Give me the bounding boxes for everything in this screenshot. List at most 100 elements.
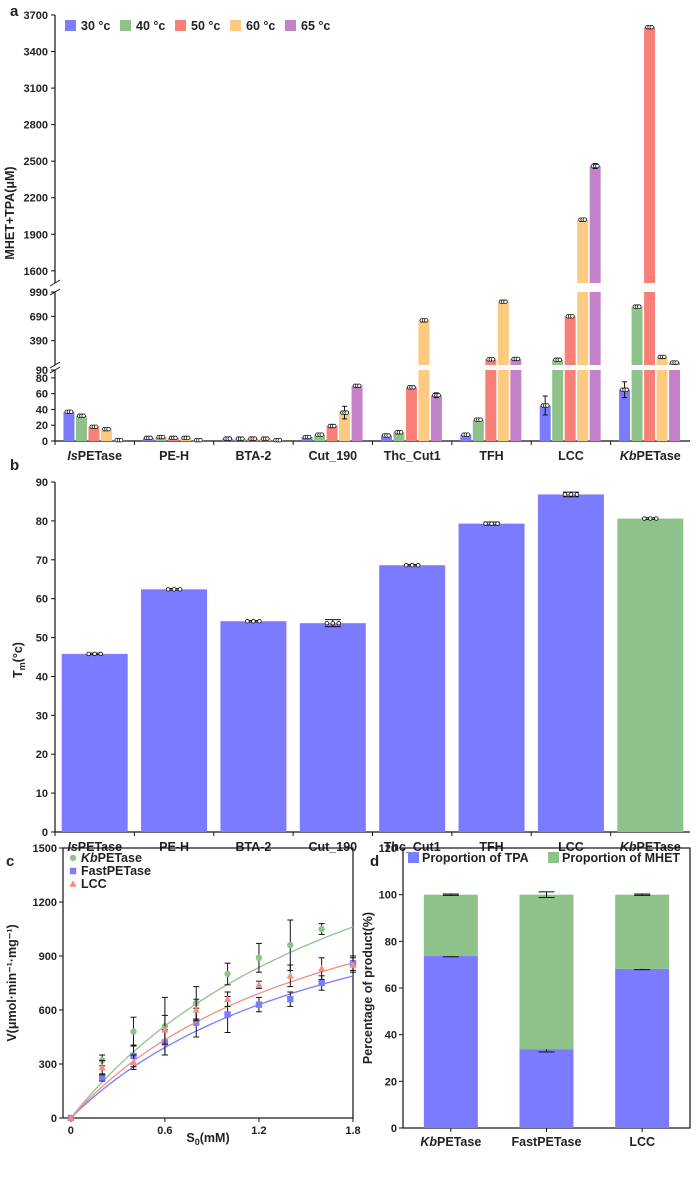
data-point	[255, 954, 263, 961]
bar	[88, 426, 100, 441]
replicate-point-2	[654, 516, 659, 521]
stacked-bar	[615, 968, 670, 1128]
replicate-point-0	[324, 620, 330, 626]
bar	[299, 623, 366, 832]
bar	[220, 621, 287, 832]
x-tick-label-rest: LCC	[629, 1135, 655, 1149]
x-tick-label-rest: PETase	[637, 840, 681, 854]
replicate-point-2	[515, 356, 521, 362]
x-tick-label: LCC	[558, 449, 584, 463]
data-point	[286, 972, 294, 979]
bar	[577, 292, 589, 365]
y-tick-label: 600	[39, 1005, 57, 1017]
x-tick-label-rest: BTA-2	[235, 840, 271, 854]
x-tick-label-italic: Kb	[620, 449, 637, 463]
legend-swatch	[408, 852, 419, 863]
x-tick-label-rest: PETase	[78, 840, 122, 854]
bar	[485, 359, 497, 365]
replicate-point-0	[245, 619, 250, 624]
x-tick-label: IsPETase	[67, 449, 122, 463]
bar	[631, 370, 643, 441]
data-point	[223, 995, 232, 1002]
bar	[644, 370, 656, 441]
bar	[669, 370, 681, 441]
replicate-point-2	[344, 410, 349, 415]
x-tick-label-rest: TFH	[479, 449, 503, 463]
y-tick-label: 80	[36, 373, 48, 385]
bar	[564, 370, 576, 441]
legend-label: FastPETase	[81, 864, 151, 878]
x-tick-label: TFH	[479, 449, 503, 463]
x-tick-label-rest: PETase	[78, 449, 122, 463]
y-tick-label: 120	[379, 843, 397, 855]
x-tick-label: 1.2	[251, 1125, 266, 1137]
replicate-point-2	[574, 492, 580, 497]
data-point	[349, 961, 357, 968]
replicate-point-2	[319, 432, 324, 437]
replicate-point-2	[570, 314, 575, 319]
x-tick-label: KbPETase	[620, 449, 681, 463]
bar	[497, 370, 509, 441]
data-point	[224, 1011, 231, 1018]
replicate-point-2	[257, 619, 262, 624]
legend-swatch	[175, 20, 186, 31]
replicate-point-2	[662, 354, 667, 360]
panel-label-d: d	[370, 853, 379, 870]
stacked-bar	[519, 894, 574, 1050]
data-point	[224, 970, 231, 978]
y-tick-label: 2800	[24, 120, 48, 132]
legend-label: 60 °c	[246, 19, 275, 33]
replicate-point-2	[185, 435, 191, 441]
y-tick-label: 20	[36, 749, 48, 761]
bar	[656, 370, 668, 441]
data-point	[318, 979, 325, 987]
y-tick-label: 1900	[24, 229, 48, 241]
x-tick-label: 0	[68, 1125, 74, 1137]
axis-break-mark	[49, 288, 61, 296]
bar	[405, 387, 417, 441]
bar	[393, 432, 405, 441]
replicate-point-2	[307, 434, 312, 440]
legend-marker	[69, 854, 77, 862]
x-tick-label-rest: Thc_Cut1	[384, 449, 441, 463]
panel-d: d 0 20 40 60 80 100 120 Percentage of product(%)…	[361, 843, 691, 1149]
replicate-point-1	[648, 516, 653, 521]
replicate-point-2	[173, 435, 178, 441]
bar	[589, 292, 601, 365]
fit-curve	[70, 926, 354, 1119]
axis-break-mark	[49, 361, 61, 369]
y-axis-title: MHET+TPA(μM)	[3, 166, 17, 259]
bar	[472, 419, 484, 441]
y-tick-label: 40	[385, 1030, 397, 1042]
data-point	[98, 1063, 106, 1071]
y-tick-label: 80	[385, 936, 397, 948]
replicate-point-2	[595, 163, 600, 169]
legend-label: KbPETase	[81, 851, 142, 865]
bar	[418, 370, 430, 441]
bar	[577, 370, 589, 441]
replicate-point-2	[423, 318, 429, 323]
bar	[631, 306, 643, 365]
y-tick-label: 80	[36, 516, 48, 528]
bar	[644, 27, 656, 283]
bar	[460, 434, 472, 441]
x-tick-label: FastPETase	[512, 1135, 582, 1149]
bar	[339, 412, 351, 441]
x-title-main: S	[186, 1131, 194, 1145]
replicate-point-2	[503, 299, 508, 304]
plot-frame	[62, 847, 354, 1119]
data-point	[287, 996, 294, 1003]
y-tick-label: 3100	[24, 83, 48, 95]
y-tick-label: 900	[39, 951, 57, 963]
x-tick-label: PE-H	[159, 840, 189, 854]
legend-label: Proportion of TPA	[422, 851, 529, 865]
bar	[539, 405, 551, 441]
y-tick-label: 990	[30, 287, 48, 299]
replicate-point-2	[478, 417, 483, 422]
replicate-point-2	[545, 403, 550, 408]
legend-label-rest: FastPETase	[81, 864, 151, 878]
bar	[75, 415, 87, 441]
legend-marker	[69, 880, 77, 887]
y-tick-label: 1600	[24, 266, 48, 278]
bar	[418, 320, 430, 365]
